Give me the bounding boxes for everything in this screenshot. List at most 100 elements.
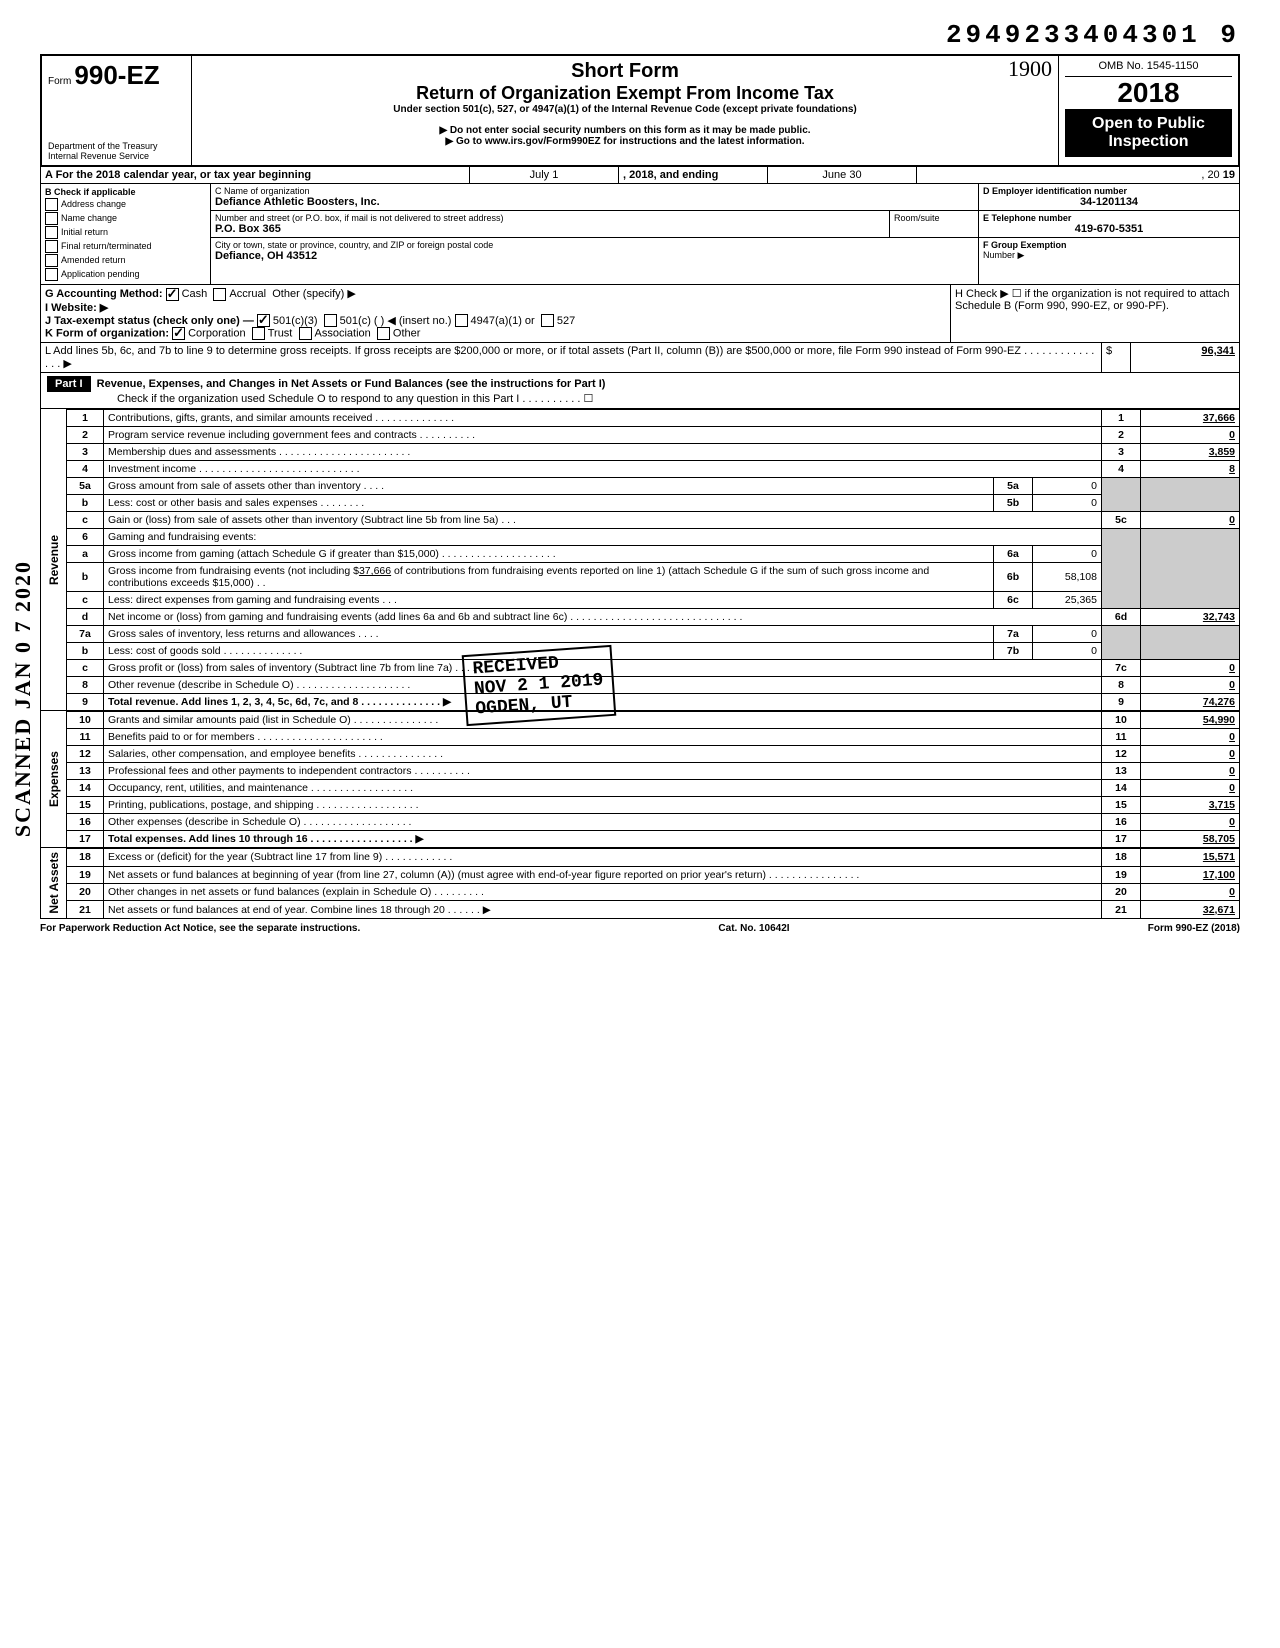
group-exemption-number[interactable]: Number ▶: [983, 250, 1235, 261]
contrib-amt[interactable]: 37,666: [359, 565, 391, 577]
a6d[interactable]: 32,743: [1141, 609, 1240, 626]
line-l: L Add lines 5b, 6c, and 7b to line 9 to …: [40, 343, 1240, 373]
expenses-rail: Expenses: [45, 747, 63, 811]
n6d: d: [67, 609, 104, 626]
sb7b: 7b: [994, 643, 1033, 660]
lbl-other-org: Other: [393, 328, 421, 340]
chk-accrual[interactable]: [213, 288, 226, 301]
tax-year-begin[interactable]: July 1: [470, 167, 619, 183]
sv5b[interactable]: 0: [1033, 495, 1102, 512]
chk-cash[interactable]: [166, 288, 179, 301]
chk-initial-return[interactable]: [45, 226, 58, 239]
a11[interactable]: 0: [1141, 729, 1240, 746]
n13: 13: [67, 763, 104, 780]
b21: 21: [1102, 901, 1141, 918]
d5c: Gain or (loss) from sale of assets other…: [104, 512, 1102, 529]
sv7b[interactable]: 0: [1033, 643, 1102, 660]
a9[interactable]: 74,276: [1141, 694, 1240, 711]
org-city[interactable]: Defiance, OH 43512: [215, 250, 974, 262]
page-footer: For Paperwork Reduction Act Notice, see …: [40, 919, 1240, 934]
org-name[interactable]: Defiance Athletic Boosters, Inc.: [215, 196, 974, 208]
gross-receipts[interactable]: 96,341: [1131, 343, 1239, 372]
ein-label: D Employer identification number: [983, 186, 1235, 196]
d1: Contributions, gifts, grants, and simila…: [104, 410, 1102, 427]
sv5a[interactable]: 0: [1033, 478, 1102, 495]
lbl-trust: Trust: [268, 328, 293, 340]
a13[interactable]: 0: [1141, 763, 1240, 780]
chk-4947[interactable]: [455, 314, 468, 327]
lbl-501c3: 501(c)(3): [273, 315, 318, 327]
b3: 3: [1102, 444, 1141, 461]
a16[interactable]: 0: [1141, 814, 1240, 831]
d5a: Gross amount from sale of assets other t…: [104, 478, 994, 495]
chk-address-change[interactable]: [45, 198, 58, 211]
a21[interactable]: 32,671: [1141, 901, 1240, 918]
a12[interactable]: 0: [1141, 746, 1240, 763]
handwritten-year: 1900: [1008, 56, 1052, 82]
d13: Professional fees and other payments to …: [104, 763, 1102, 780]
a5c[interactable]: 0: [1141, 512, 1240, 529]
b11: 11: [1102, 729, 1141, 746]
a10[interactable]: 54,990: [1141, 712, 1240, 729]
lbl-insert-no: ) ◀ (insert no.): [381, 315, 452, 327]
org-address[interactable]: P.O. Box 365: [215, 223, 885, 235]
lbl-corporation: Corporation: [188, 328, 245, 340]
a2[interactable]: 0: [1141, 427, 1240, 444]
sv7a[interactable]: 0: [1033, 626, 1102, 643]
a4[interactable]: 8: [1141, 461, 1240, 478]
sv6a[interactable]: 0: [1033, 546, 1102, 563]
a14[interactable]: 0: [1141, 780, 1240, 797]
tax-year-end[interactable]: June 30: [768, 167, 917, 183]
chk-amended-return[interactable]: [45, 254, 58, 267]
n5b: b: [67, 495, 104, 512]
sv6c[interactable]: 25,365: [1033, 592, 1102, 609]
line-a: A For the 2018 calendar year, or tax yea…: [40, 167, 1240, 184]
a8[interactable]: 0: [1141, 677, 1240, 694]
a3[interactable]: 3,859: [1141, 444, 1240, 461]
accounting-method-label: G Accounting Method:: [45, 288, 163, 300]
sv6b[interactable]: 58,108: [1033, 563, 1102, 592]
d7a: Gross sales of inventory, less returns a…: [104, 626, 994, 643]
a18[interactable]: 15,571: [1141, 849, 1240, 866]
tax-year-yy[interactable]: 19: [1223, 169, 1235, 181]
d14: Occupancy, rent, utilities, and maintena…: [104, 780, 1102, 797]
chk-501c[interactable]: [324, 314, 337, 327]
d18: Excess or (deficit) for the year (Subtra…: [104, 849, 1102, 866]
form-title: Return of Organization Exempt From Incom…: [198, 83, 1052, 104]
d6a: Gross income from gaming (attach Schedul…: [104, 546, 994, 563]
phone-value[interactable]: 419-670-5351: [983, 223, 1235, 235]
chk-final-return[interactable]: [45, 240, 58, 253]
a19[interactable]: 17,100: [1141, 866, 1240, 883]
n9: 9: [67, 694, 104, 711]
line-l-text: L Add lines 5b, 6c, and 7b to line 9 to …: [41, 343, 1102, 372]
room-suite-label: Room/suite: [889, 211, 978, 237]
chk-application-pending[interactable]: [45, 268, 58, 281]
document-number: 2949233404301 9: [40, 20, 1240, 50]
chk-trust[interactable]: [252, 327, 265, 340]
a15[interactable]: 3,715: [1141, 797, 1240, 814]
chk-name-change[interactable]: [45, 212, 58, 225]
instructions-link: Go to www.irs.gov/Form990EZ for instruct…: [198, 136, 1052, 147]
b6d: 6d: [1102, 609, 1141, 626]
a1[interactable]: 37,666: [1141, 410, 1240, 427]
lbl-final-return: Final return/terminated: [61, 241, 152, 251]
a17[interactable]: 58,705: [1141, 831, 1240, 848]
sb6b: 6b: [994, 563, 1033, 592]
d16: Other expenses (describe in Schedule O) …: [104, 814, 1102, 831]
n10: 10: [67, 712, 104, 729]
phone-label: E Telephone number: [983, 213, 1235, 223]
ein-value[interactable]: 34-1201134: [983, 196, 1235, 208]
d6: Gaming and fundraising events:: [104, 529, 1102, 546]
d4: Investment income . . . . . . . . . . . …: [104, 461, 1102, 478]
line-l-currency: $: [1102, 343, 1131, 372]
chk-association[interactable]: [299, 327, 312, 340]
chk-527[interactable]: [541, 314, 554, 327]
chk-other-org[interactable]: [377, 327, 390, 340]
chk-corporation[interactable]: [172, 327, 185, 340]
a20[interactable]: 0: [1141, 883, 1240, 900]
n5a: 5a: [67, 478, 104, 495]
a7c[interactable]: 0: [1141, 660, 1240, 677]
d12: Salaries, other compensation, and employ…: [104, 746, 1102, 763]
chk-501c3[interactable]: [257, 314, 270, 327]
n21: 21: [67, 901, 104, 918]
